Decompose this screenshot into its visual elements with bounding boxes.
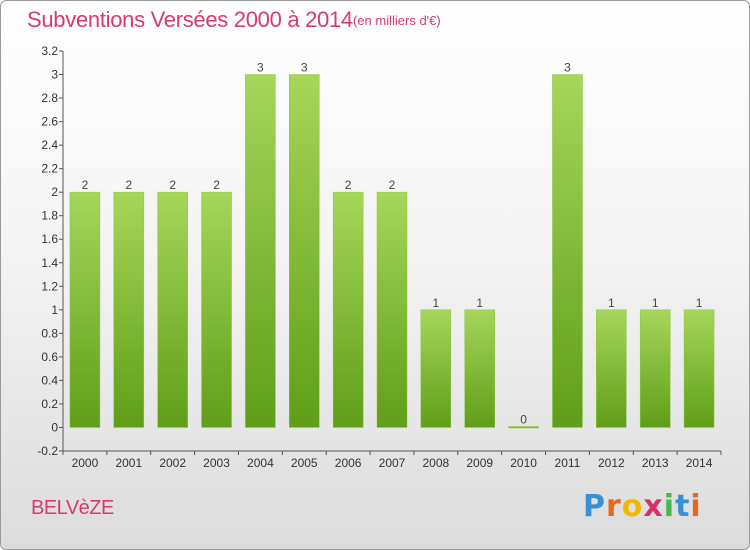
bar	[639, 309, 671, 428]
bar	[508, 426, 539, 429]
bar	[596, 309, 627, 428]
y-tick-label: 2.2	[41, 162, 58, 176]
x-tick-label: 2007	[379, 456, 406, 470]
bar	[289, 74, 320, 428]
y-tick-label: 1.4	[41, 256, 58, 270]
x-tick-label: 2014	[686, 456, 713, 470]
x-tick-label: 2013	[642, 456, 669, 470]
bar-value-label: 2	[389, 178, 396, 192]
bar	[683, 309, 715, 428]
y-tick-label: 0	[51, 420, 58, 434]
x-tick-label: 2006	[335, 456, 362, 470]
chart-title: Subventions Versées 2000 à 2014	[27, 7, 353, 32]
bar-value-label: 1	[476, 296, 483, 310]
logo-letter: i	[690, 489, 702, 524]
bar-value-label: 2	[213, 178, 220, 192]
x-tick-label: 2001	[115, 456, 142, 470]
x-tick-label: 2011	[555, 456, 581, 470]
logo-letter: i	[663, 489, 676, 524]
x-tick-label: 2012	[598, 456, 625, 470]
bar	[464, 309, 495, 428]
bar	[157, 191, 188, 428]
chart-axes: -0.2 0 0.2 0.4 0.6 0.8 1 1.2 1.4 1.6 1.8 2 2.2 2.4 2.6…	[37, 44, 722, 470]
y-tick-label: 1.8	[41, 209, 58, 223]
chart-bars	[69, 74, 715, 429]
bar-value-label: 2	[169, 178, 176, 192]
bar	[245, 74, 276, 428]
y-tick-label: -0.2	[37, 444, 58, 458]
bar	[113, 191, 145, 428]
bar-value-label: 2	[125, 178, 132, 192]
bar-value-label: 1	[608, 296, 615, 310]
bar	[332, 191, 364, 428]
y-tick-label: 2.8	[41, 91, 58, 105]
y-tick-label: 0.8	[41, 326, 58, 340]
x-tick-label: 2009	[466, 456, 493, 470]
bar-value-label: 0	[520, 412, 527, 426]
bar-value-label: 2	[82, 178, 89, 192]
chart-subtitle: (en milliers d'€)	[353, 13, 441, 28]
bar-value-label: 1	[652, 296, 659, 310]
bar-value-label: 2	[345, 178, 352, 192]
bar	[420, 309, 452, 428]
place-name: BELVèZE	[31, 497, 114, 519]
bar	[69, 191, 101, 428]
logo-letter: o	[621, 489, 644, 524]
bar-value-label: 3	[257, 61, 264, 75]
bar-value-label: 3	[564, 61, 571, 75]
y-tick-label: 0.6	[41, 350, 58, 364]
bar	[552, 74, 583, 428]
x-tick-label: 2004	[247, 456, 274, 470]
x-tick-label: 2003	[203, 456, 230, 470]
proxiti-logo: Proxiti	[583, 489, 702, 524]
bar-value-label: 3	[301, 61, 308, 75]
y-tick-label: 1	[51, 303, 58, 317]
x-tick-label: 2010	[510, 456, 537, 470]
x-tick-label: 2002	[159, 456, 186, 470]
y-tick-label: 0.2	[41, 397, 58, 411]
bar-value-label: 1	[696, 296, 703, 310]
x-tick-label: 2008	[423, 456, 450, 470]
y-tick-label: 1.6	[41, 232, 58, 246]
bar-value-label: 1	[433, 296, 440, 310]
logo-letter: r	[606, 489, 622, 524]
y-tick-label: 1.2	[41, 279, 58, 293]
chart-value-labels: 2 2 2 2 3 3 2 2 1 1 0 3 1 1 1	[82, 61, 703, 427]
y-tick-label: 3	[51, 68, 58, 82]
y-tick-label: 2.6	[41, 115, 58, 129]
y-tick-label: 2.4	[41, 138, 58, 152]
y-tick-label: 3.2	[41, 44, 58, 58]
logo-letter: t	[675, 489, 691, 524]
bar	[376, 191, 408, 428]
logo-letter: x	[643, 489, 664, 524]
x-tick-label: 2000	[72, 456, 99, 470]
y-tick-label: 2	[51, 185, 58, 199]
x-tick-label: 2005	[291, 456, 318, 470]
y-tick-label: 0.4	[41, 373, 58, 387]
logo-letter: P	[583, 489, 606, 524]
bar	[201, 191, 232, 428]
